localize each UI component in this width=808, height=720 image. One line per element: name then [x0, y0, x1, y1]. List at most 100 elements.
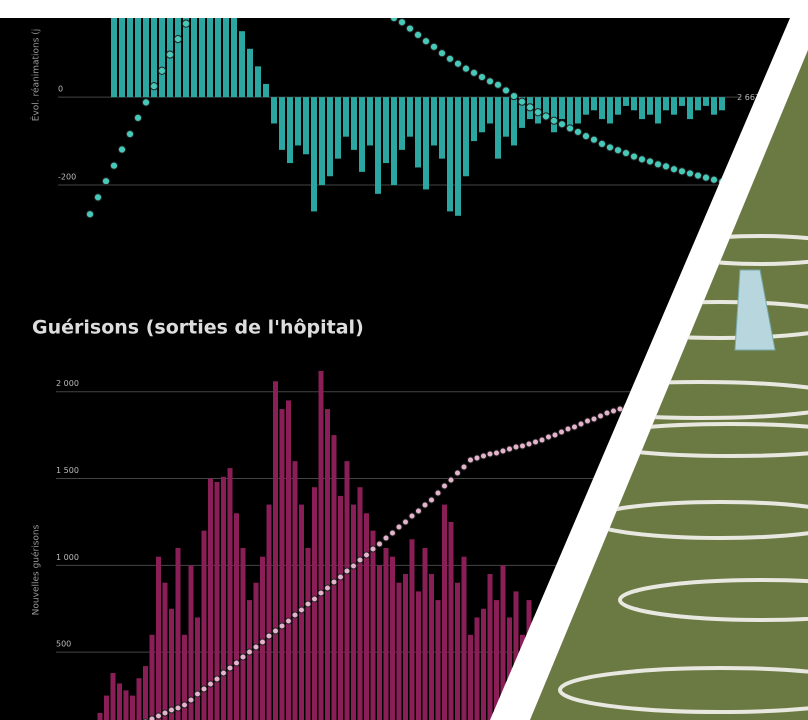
bar: [119, 18, 125, 98]
charts: Évol. réanimations (j Guérisons (sorties…: [30, 18, 760, 720]
line-point: [565, 124, 575, 133]
bar: [679, 97, 685, 106]
line-point: [477, 72, 487, 82]
line-point: [564, 425, 572, 433]
bar: [191, 18, 197, 98]
line-point: [369, 545, 377, 553]
bar: [415, 97, 421, 168]
line-point: [597, 139, 607, 148]
line-point: [109, 161, 119, 170]
divider: [490, 18, 808, 720]
line-point: [141, 98, 151, 107]
bar: [655, 97, 661, 124]
bar: [286, 400, 291, 720]
line-point: [573, 127, 583, 137]
line-point: [155, 712, 162, 720]
y-tick-label: 500: [56, 640, 71, 649]
line-point: [304, 600, 312, 608]
bar: [431, 97, 437, 146]
line-point: [429, 42, 439, 51]
line-point: [213, 675, 221, 683]
bar: [305, 548, 311, 720]
line-point: [453, 59, 463, 68]
line-point: [541, 112, 551, 121]
line-point: [187, 696, 195, 704]
bar: [169, 608, 174, 720]
line-point: [298, 606, 305, 614]
line-point: [637, 155, 647, 164]
bar: [463, 97, 469, 177]
line-point: [677, 167, 687, 176]
y2-tick-label: 2 667: [737, 93, 760, 102]
line-point: [485, 77, 495, 86]
line-point: [272, 627, 279, 635]
line-point: [246, 648, 253, 656]
line-point: [93, 193, 103, 202]
bar: [567, 97, 573, 128]
bar: [623, 97, 629, 106]
bar: [513, 591, 519, 720]
bar: [487, 574, 493, 720]
bar: [631, 97, 637, 111]
line-point: [397, 18, 407, 27]
bar: [338, 495, 343, 720]
line-point: [311, 595, 318, 603]
bar: [399, 97, 405, 150]
line-point: [525, 103, 535, 112]
bar: [711, 97, 717, 115]
bar: [104, 695, 109, 720]
bar: [364, 513, 369, 720]
bar: [335, 97, 341, 159]
line-point: [389, 529, 396, 537]
bar: [195, 617, 200, 720]
bar: [416, 591, 421, 720]
bar: [481, 608, 486, 720]
bar: [135, 18, 141, 98]
line-point: [538, 436, 546, 444]
y-tick-label: -200: [58, 173, 76, 182]
line-point: [480, 452, 487, 460]
line-point: [133, 113, 143, 122]
bar: [559, 97, 565, 120]
bar: [359, 97, 365, 172]
bar: [599, 97, 605, 120]
bar: [511, 97, 517, 146]
line-point: [85, 210, 95, 219]
bar: [331, 435, 337, 720]
bar: [375, 97, 381, 194]
bar: [615, 97, 621, 115]
line-point: [629, 152, 639, 161]
y-tick-label: 1 500: [56, 466, 79, 475]
bar: [423, 97, 429, 190]
line-point: [181, 701, 188, 709]
bar: [312, 487, 317, 720]
line-point: [291, 611, 299, 619]
bar: [639, 97, 645, 120]
bar: [461, 556, 467, 720]
line-point: [395, 523, 403, 531]
bar: [123, 690, 129, 720]
bar: [260, 556, 265, 720]
bar: [474, 617, 480, 720]
line-point: [285, 617, 292, 625]
bar: [182, 634, 187, 720]
line-point: [408, 512, 416, 520]
line-point: [194, 690, 201, 698]
bar: [303, 97, 309, 155]
line-point: [125, 129, 135, 139]
line-point: [421, 501, 429, 509]
line-point: [173, 35, 183, 44]
bar: [551, 97, 557, 133]
line-point: [605, 143, 615, 152]
bar: [136, 678, 142, 720]
y-tick-label: 2 000: [56, 379, 79, 388]
plot: [56, 370, 740, 720]
line-point: [330, 578, 338, 586]
line-point: [493, 449, 500, 457]
bar: [271, 97, 277, 124]
line-point: [428, 496, 435, 504]
line-point: [506, 445, 513, 453]
line-point: [571, 423, 578, 431]
bar: [439, 97, 445, 159]
bar: [383, 548, 389, 720]
